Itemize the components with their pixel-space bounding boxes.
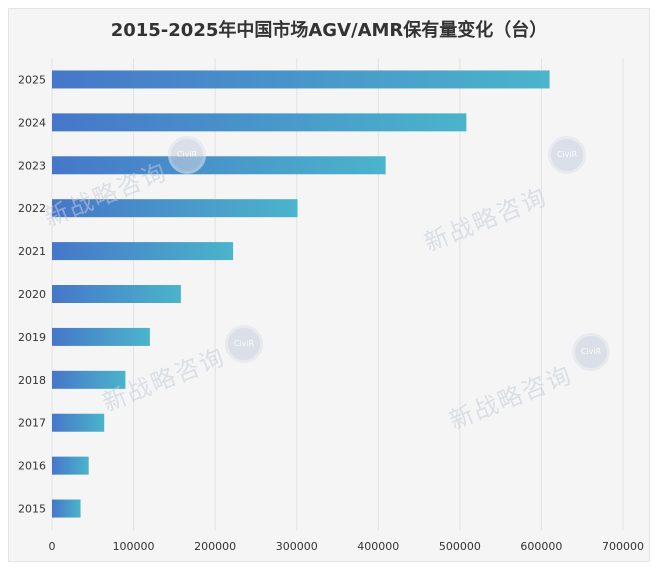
- x-tick-label: 0: [49, 540, 56, 553]
- x-tick-label: 700000: [602, 540, 644, 553]
- x-tick-label: 600000: [520, 540, 562, 553]
- bar-2019: [52, 327, 150, 346]
- y-tick-label: 2025: [18, 73, 46, 86]
- x-tick-label: 300000: [276, 540, 318, 553]
- watermark-seal: CiviR: [548, 136, 586, 174]
- bar-2024: [52, 113, 467, 132]
- y-tick-label: 2023: [18, 159, 46, 172]
- bar-2022: [52, 199, 298, 218]
- x-tick-label: 200000: [194, 540, 236, 553]
- bar-2020: [52, 285, 181, 303]
- bar-2016: [52, 456, 89, 475]
- bar-2017: [52, 413, 105, 432]
- watermark-seal: CiviR: [168, 136, 206, 174]
- y-tick-label: 2017: [18, 417, 46, 430]
- y-tick-label: 2015: [18, 503, 46, 516]
- y-tick-label: 2018: [18, 374, 46, 387]
- y-tick-label: 2020: [18, 288, 46, 301]
- y-tick-label: 2024: [18, 116, 46, 129]
- y-tick-label: 2019: [18, 331, 46, 344]
- x-tick-label: 400000: [357, 540, 399, 553]
- bar-2025: [52, 70, 550, 89]
- watermark-seal: CiviR: [225, 325, 263, 363]
- y-tick-label: 2021: [18, 245, 46, 258]
- x-tick-label: 100000: [113, 540, 155, 553]
- watermark-seal: CiviR: [572, 333, 610, 371]
- bar-2018: [52, 370, 126, 389]
- bar-2023: [52, 156, 386, 175]
- y-tick-label: 2022: [18, 202, 46, 215]
- bar-2015: [52, 499, 81, 518]
- y-tick-label: 2016: [18, 460, 46, 473]
- chart-title: 2015-2025年中国市场AGV/AMR保有量变化（台）: [110, 20, 548, 41]
- x-tick-label: 500000: [439, 540, 481, 553]
- bar-2021: [52, 242, 234, 261]
